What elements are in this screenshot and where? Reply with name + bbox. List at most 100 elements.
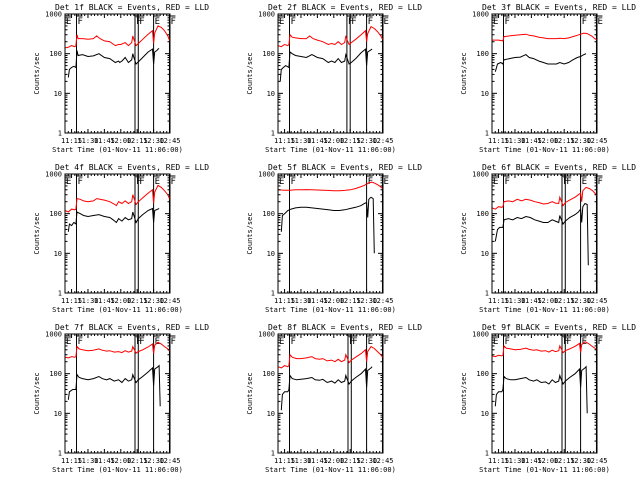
x-tick-label: 11:15: [274, 297, 295, 305]
x-tick-label: 11:45: [521, 137, 542, 145]
x-tick-label: 11:15: [488, 137, 509, 145]
y-axis-label: Counts/sec: [460, 212, 468, 254]
x-tick-label: 12:45: [586, 137, 607, 145]
x-tick-label: 11:45: [521, 457, 542, 465]
x-tick-label: 11:15: [274, 457, 295, 465]
x-tick-label: 12:45: [372, 297, 393, 305]
detector-panel-8: Det 8f BLACK = Events, RED = LLDEFFFEF11…: [246, 323, 422, 474]
x-tick-label: 12:15: [340, 457, 361, 465]
x-axis-label: Start Time (01-Nov-11 11:06:00): [52, 466, 183, 474]
plot-frame: [491, 173, 598, 294]
x-tick-label: 11:30: [290, 297, 311, 305]
x-tick-label: 12:15: [554, 297, 575, 305]
events-series-line: [280, 366, 373, 411]
y-tick-label: 1: [485, 130, 489, 138]
x-tick-label: 11:15: [274, 137, 295, 145]
x-tick-label: 11:45: [94, 137, 115, 145]
y-axis-label: Counts/sec: [246, 212, 254, 254]
x-tick-label: 11:30: [77, 457, 98, 465]
lld-series-line: [492, 32, 598, 42]
events-series-line: [67, 48, 160, 78]
x-tick-label: 11:15: [488, 297, 509, 305]
y-tick-label: 1: [271, 450, 275, 458]
marker-label-e: E: [66, 17, 71, 27]
plot-frame: [64, 173, 171, 294]
x-tick-label: 12:00: [110, 297, 131, 305]
detector-panel-9: Det 9f BLACK = Events, RED = LLDEFFFEF11…: [460, 323, 636, 474]
panel-title: Det 4f BLACK = Events, RED = LLD: [55, 163, 209, 172]
x-tick-label: 12:45: [372, 457, 393, 465]
x-tick-label: 12:45: [159, 457, 180, 465]
y-tick-label: 1000: [472, 171, 489, 179]
lld-series-line: [491, 341, 598, 358]
marker-label-f: F: [170, 177, 175, 187]
y-axis-label: Counts/sec: [246, 372, 254, 414]
y-tick-label: 1: [58, 450, 62, 458]
x-tick-label: 12:30: [570, 457, 591, 465]
marker-label-f: F: [77, 337, 82, 347]
marker-label-e: E: [155, 17, 160, 27]
y-tick-label: 10: [481, 410, 489, 418]
panel-title: Det 2f BLACK = Events, RED = LLD: [268, 3, 422, 12]
plot-frame: [64, 13, 171, 134]
lld-series-line: [277, 181, 384, 192]
marker-label-f: F: [351, 17, 356, 27]
x-tick-label: 12:30: [570, 137, 591, 145]
plot-frame: [491, 333, 598, 454]
x-axis-label: Start Time (01-Nov-11 11:06:00): [52, 306, 183, 314]
marker-label-e: E: [368, 337, 373, 347]
marker-label-e: E: [582, 177, 587, 187]
x-tick-label: 12:00: [537, 137, 558, 145]
marker-label-e: E: [493, 337, 498, 347]
x-tick-label: 11:15: [488, 457, 509, 465]
y-tick-label: 10: [481, 90, 489, 98]
y-tick-label: 10: [54, 250, 62, 258]
lld-series-line: [64, 184, 171, 213]
x-tick-label: 12:00: [537, 457, 558, 465]
marker-label-e: E: [155, 337, 160, 347]
marker-label-f: F: [597, 337, 602, 347]
y-tick-label: 100: [262, 210, 275, 218]
y-tick-label: 10: [267, 90, 275, 98]
lld-series-line: [277, 25, 384, 48]
x-tick-label: 12:30: [143, 297, 164, 305]
x-tick-label: 12:00: [110, 457, 131, 465]
x-axis-label: Start Time (01-Nov-11 11:06:00): [265, 306, 396, 314]
x-tick-label: 12:45: [159, 137, 180, 145]
y-tick-label: 100: [262, 50, 275, 58]
marker-label-f: F: [77, 17, 82, 27]
marker-label-e: E: [493, 17, 498, 27]
marker-label-f: F: [566, 337, 571, 347]
plot-frame: [491, 13, 598, 134]
y-tick-label: 1: [58, 130, 62, 138]
lld-series-line: [491, 186, 598, 210]
panel-title: Det 6f BLACK = Events, RED = LLD: [482, 163, 636, 172]
x-tick-label: 11:15: [61, 297, 82, 305]
marker-label-e: E: [279, 17, 284, 27]
y-tick-label: 10: [54, 410, 62, 418]
plot-frame: [277, 13, 384, 134]
y-tick-label: 1000: [45, 331, 62, 339]
events-series-line: [67, 364, 161, 407]
marker-label-f: F: [290, 177, 295, 187]
panel-title: Det 8f BLACK = Events, RED = LLD: [268, 323, 422, 332]
lld-series-line: [277, 345, 384, 369]
marker-label-e: E: [383, 17, 388, 27]
y-tick-label: 1000: [258, 11, 275, 19]
y-tick-label: 1: [271, 130, 275, 138]
x-tick-label: 12:30: [143, 457, 164, 465]
marker-label-f: F: [352, 337, 357, 347]
y-tick-label: 1: [58, 290, 62, 298]
x-tick-label: 12:45: [586, 297, 607, 305]
y-axis-label: Counts/sec: [246, 52, 254, 94]
x-tick-label: 11:30: [290, 137, 311, 145]
y-tick-label: 1000: [258, 171, 275, 179]
y-tick-label: 1000: [472, 331, 489, 339]
y-tick-label: 100: [476, 370, 489, 378]
x-axis-label: Start Time (01-Nov-11 11:06:00): [52, 146, 183, 154]
detector-panel-2: Det 2f BLACK = Events, RED = LLDEFFFFE11…: [246, 3, 422, 154]
x-tick-label: 12:45: [586, 457, 607, 465]
x-tick-label: 12:15: [127, 457, 148, 465]
y-tick-label: 10: [267, 410, 275, 418]
